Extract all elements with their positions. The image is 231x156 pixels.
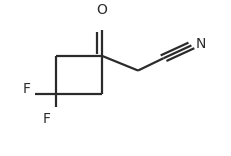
Text: F: F [22, 82, 30, 96]
Text: F: F [42, 112, 50, 126]
Text: O: O [96, 3, 107, 17]
Text: N: N [195, 37, 206, 51]
